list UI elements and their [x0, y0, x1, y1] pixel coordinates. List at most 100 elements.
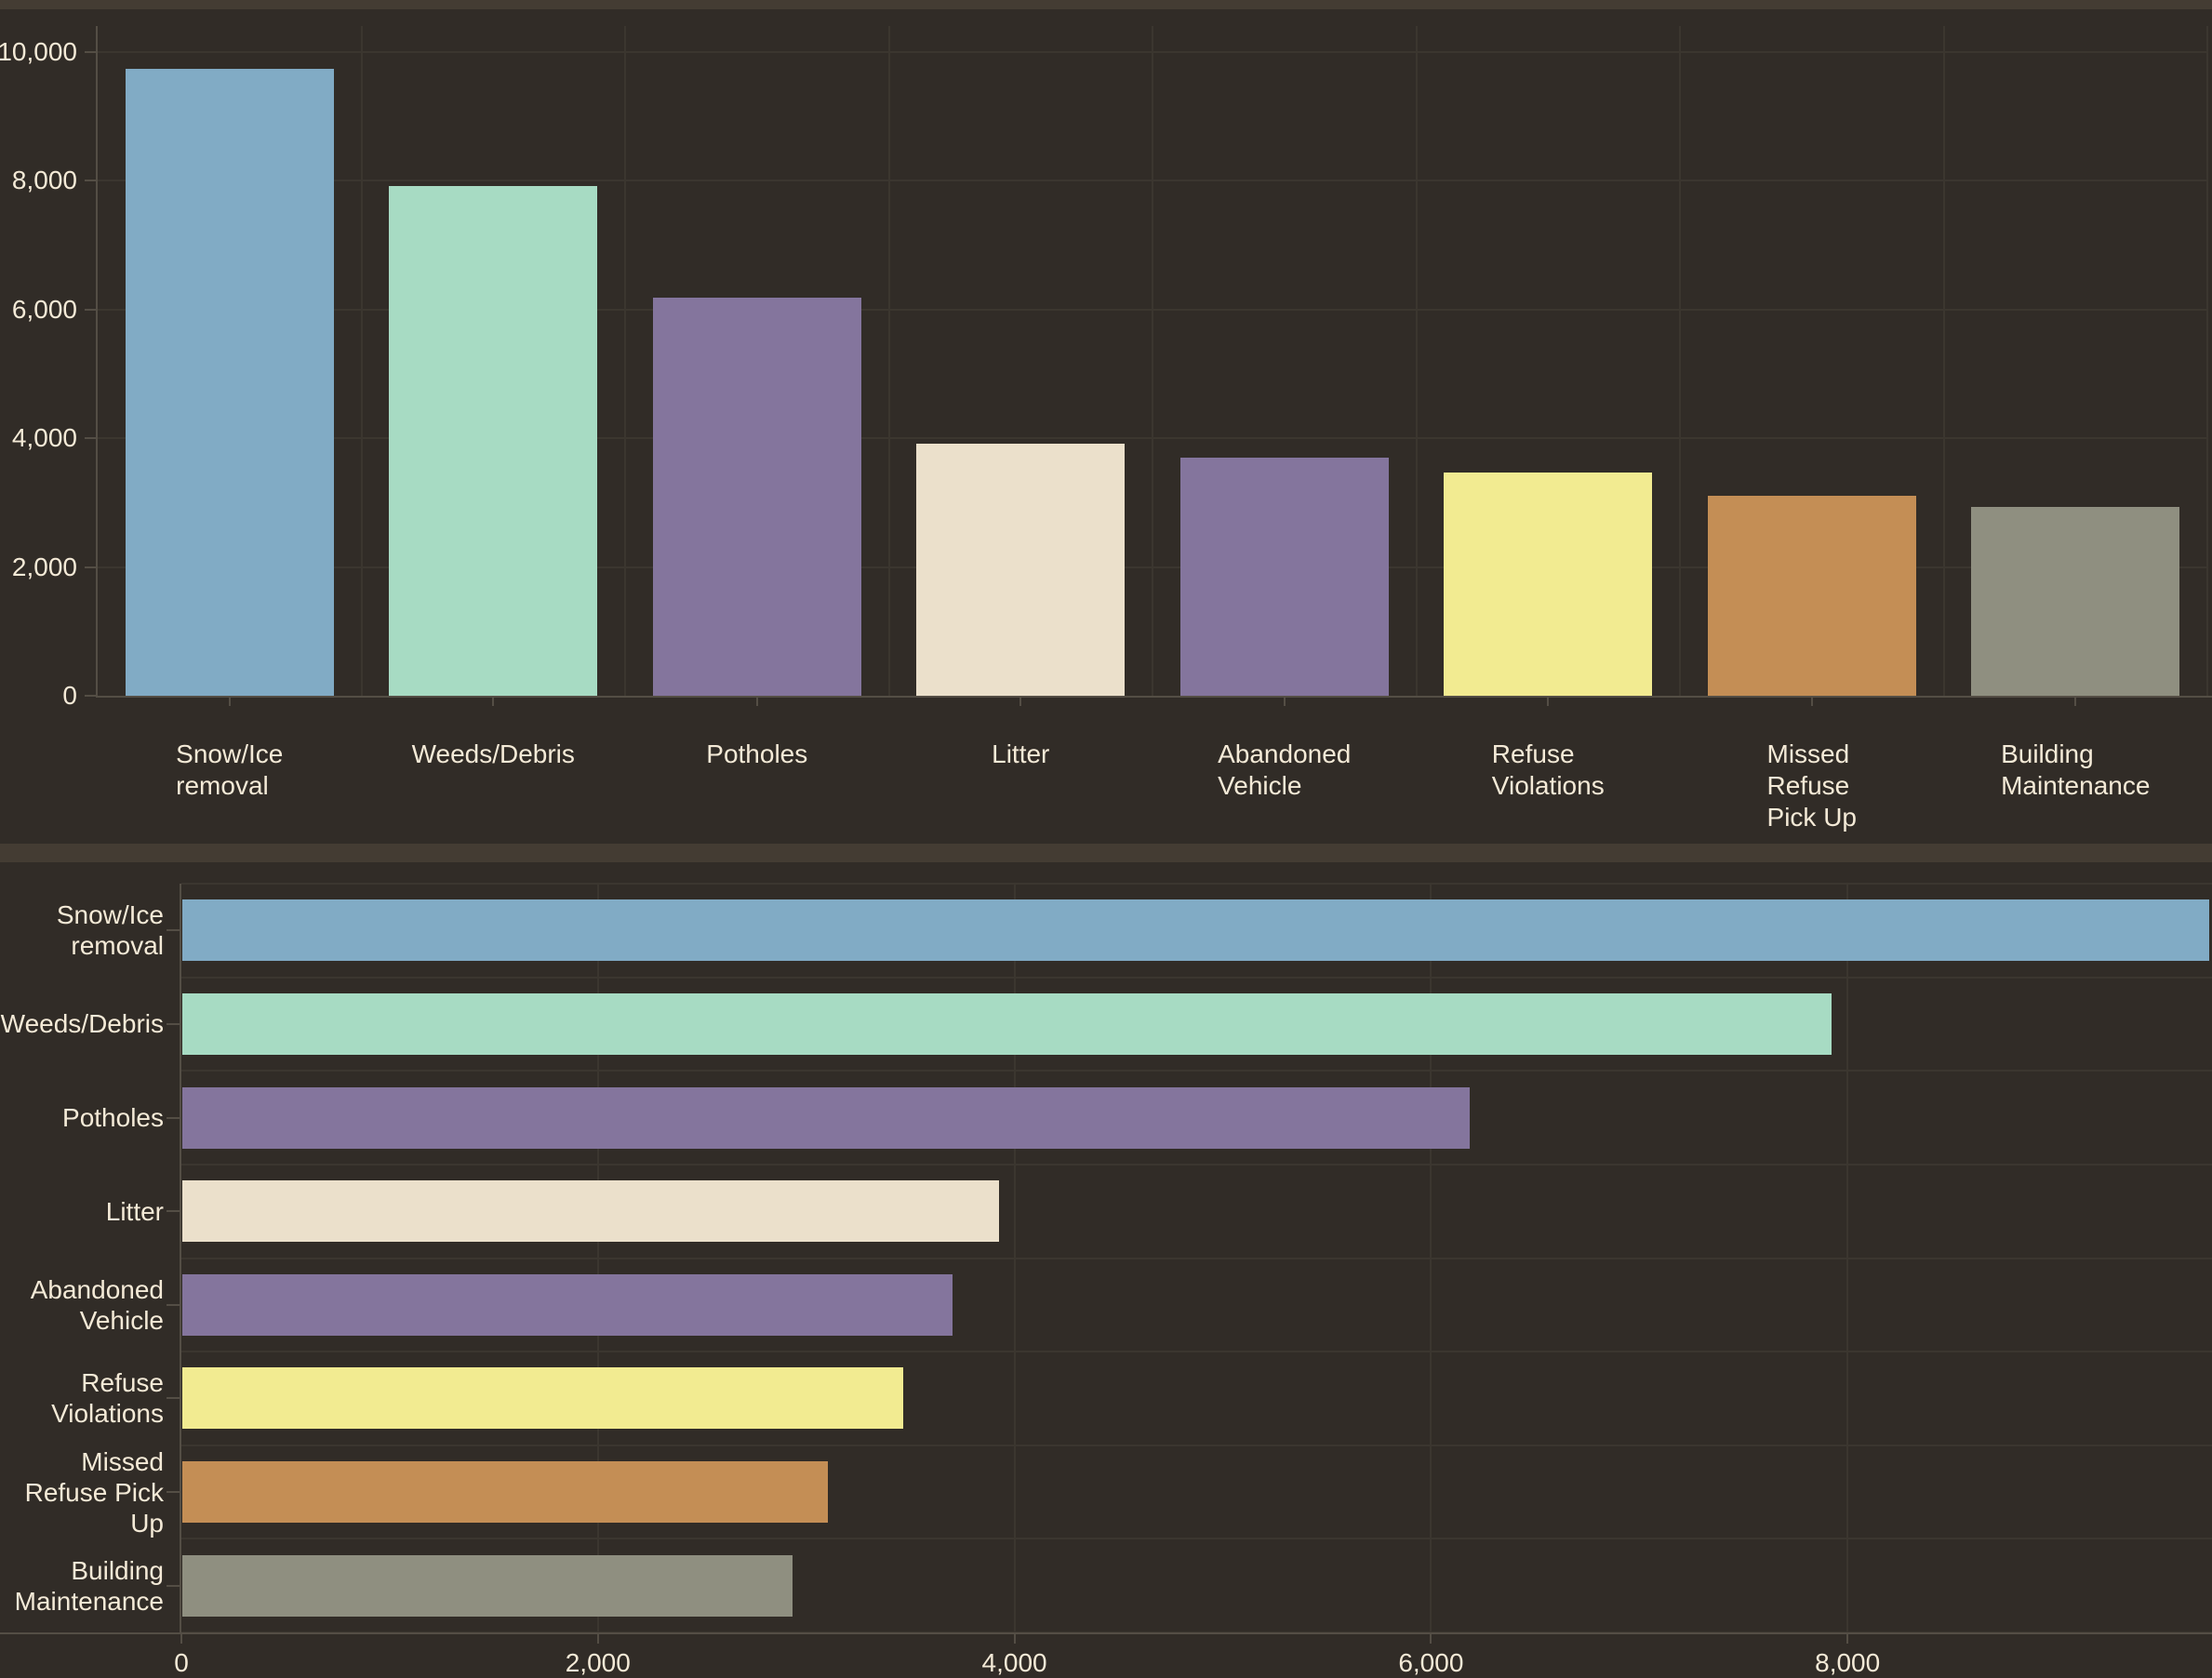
y-axis-category-label: Refuse Violations — [0, 1367, 164, 1429]
category-label-line: Litter — [992, 739, 1050, 768]
y-axis-tick — [167, 1397, 181, 1400]
x-axis-tick — [1013, 1634, 1016, 1644]
plot-gridline-vertical — [887, 26, 890, 696]
bar-abandoned-vehicle[interactable] — [1179, 457, 1389, 696]
x-axis-tick — [228, 698, 231, 706]
x-axis-tick — [2074, 698, 2077, 706]
horizontal-bar-chart-panel: 0 2,000 4,000 6,000 8,000 Snow/Ice removal Weed… — [0, 862, 2212, 1678]
y-axis-tick — [167, 1584, 181, 1587]
plot-gridline-horizontal — [98, 50, 2207, 53]
category-label-line: Refuse — [1766, 771, 1850, 800]
category-label-line: Building — [2001, 739, 2094, 768]
y-axis-category-label: Weeds/Debris — [0, 1008, 164, 1039]
plot-row-separator — [181, 1163, 2212, 1165]
y-axis-category-label: Litter — [0, 1196, 164, 1227]
plot-gridline-horizontal — [98, 566, 2207, 568]
category-label-line: Abandoned — [1218, 739, 1352, 768]
y-axis-tick — [167, 929, 181, 932]
category-label-text: Building Maintenance — [2001, 739, 2150, 802]
category-label-line: Up — [130, 1508, 164, 1538]
x-axis-category-label: Abandoned Vehicle — [1153, 739, 1417, 802]
bar-weeds-debris[interactable] — [182, 992, 1832, 1055]
y-axis-tick — [167, 1491, 181, 1494]
y-axis-category-label: Missed Refuse Pick Up — [0, 1446, 164, 1538]
plot-gridline-vertical — [1013, 884, 1016, 1632]
category-label-text: Weeds/Debris — [412, 739, 575, 770]
x-axis-category-label: Refuse Violations — [1417, 739, 1681, 802]
plot-gridline-vertical — [1942, 26, 1945, 696]
y-axis-tick — [85, 308, 98, 311]
panel-divider — [0, 844, 2212, 862]
y-axis-category-label: Snow/Ice removal — [0, 899, 164, 961]
y-axis-tick — [85, 566, 98, 568]
category-label-line: Violations — [1491, 771, 1605, 800]
bar-potholes[interactable] — [652, 298, 861, 696]
y-axis-line — [180, 884, 181, 1632]
x-axis-tick — [1547, 698, 1550, 706]
x-axis-line — [0, 1632, 2212, 1634]
bar-snow-ice-removal[interactable] — [125, 69, 334, 696]
x-axis-tick — [492, 698, 495, 706]
plot-gridline-horizontal — [98, 180, 2207, 182]
x-axis-tick — [1810, 698, 1813, 706]
category-label-line: Potholes — [706, 739, 808, 768]
plot-gridline-horizontal — [98, 437, 2207, 440]
y-axis-line — [96, 26, 98, 698]
x-axis-tick-label: 6,000 — [1398, 1648, 1464, 1677]
category-label-line: Abandoned — [30, 1274, 164, 1304]
category-label-text: Litter — [992, 739, 1049, 770]
bar-missed-refuse-pick-up[interactable] — [182, 1461, 829, 1524]
category-label-line: Pick Up — [1766, 803, 1857, 832]
category-label-line: Weeds/Debris — [411, 739, 575, 768]
x-axis-tick — [1846, 1634, 1849, 1644]
y-axis-tick — [167, 1116, 181, 1119]
y-axis-tick — [167, 1303, 181, 1306]
plot-row-separator — [181, 1538, 2212, 1540]
bar-refuse-violations[interactable] — [182, 1367, 903, 1430]
y-axis-tick-label: 10,000 — [0, 36, 77, 66]
y-axis-tick-label: 4,000 — [11, 423, 77, 453]
bar-litter[interactable] — [916, 443, 1126, 696]
x-axis-tick-label: 0 — [174, 1648, 189, 1677]
category-label-line: Potholes — [62, 1103, 164, 1133]
category-label-text: Potholes — [706, 739, 807, 770]
plot-row-separator — [181, 1351, 2212, 1353]
y-axis-tick — [85, 437, 98, 440]
category-label-line: Vehicle — [79, 1305, 164, 1335]
plot-gridline-vertical — [1415, 26, 1418, 696]
bar-weeds-debris[interactable] — [389, 185, 598, 696]
x-axis-category-label: Snow/Ice removal — [98, 739, 362, 802]
bar-missed-refuse-pick-up[interactable] — [1707, 496, 1916, 696]
y-axis-category-label: Building Maintenance — [0, 1555, 164, 1617]
plot-row-separator — [181, 1070, 2212, 1072]
y-axis-tick — [167, 1210, 181, 1213]
category-label-line: Refuse — [81, 1368, 164, 1398]
bar-building-maintenance[interactable] — [1971, 507, 2180, 696]
bar-litter[interactable] — [182, 1180, 999, 1243]
plot-gridline-vertical — [624, 26, 626, 696]
plot-row-separator — [181, 1444, 2212, 1446]
x-axis-tick — [1019, 698, 1022, 706]
y-axis-tick — [85, 50, 98, 53]
category-label-line: removal — [71, 931, 164, 961]
category-label-text: Snow/Ice removal — [176, 739, 283, 802]
category-label-line: Snow/Ice — [56, 900, 164, 930]
plot-gridline-vertical — [1679, 26, 1681, 696]
bar-snow-ice-removal[interactable] — [182, 899, 2209, 962]
category-label-line: Missed — [81, 1446, 164, 1476]
plot-row-separator — [181, 976, 2212, 979]
x-axis-line — [98, 696, 2212, 698]
bar-building-maintenance[interactable] — [182, 1554, 793, 1617]
x-axis-tick — [1430, 1634, 1432, 1644]
x-axis-category-label: Potholes — [625, 739, 889, 770]
x-axis-tick — [596, 1634, 599, 1644]
plot-gridline-vertical — [360, 26, 363, 696]
y-axis-tick — [85, 180, 98, 182]
y-axis-tick-label: 0 — [62, 681, 77, 710]
bar-potholes[interactable] — [182, 1086, 1470, 1149]
bar-refuse-violations[interactable] — [1444, 473, 1653, 696]
bar-abandoned-vehicle[interactable] — [182, 1273, 953, 1336]
category-label-line: removal — [176, 771, 269, 800]
x-axis-tick — [180, 1634, 182, 1644]
x-axis-tick-label: 8,000 — [1815, 1648, 1881, 1677]
